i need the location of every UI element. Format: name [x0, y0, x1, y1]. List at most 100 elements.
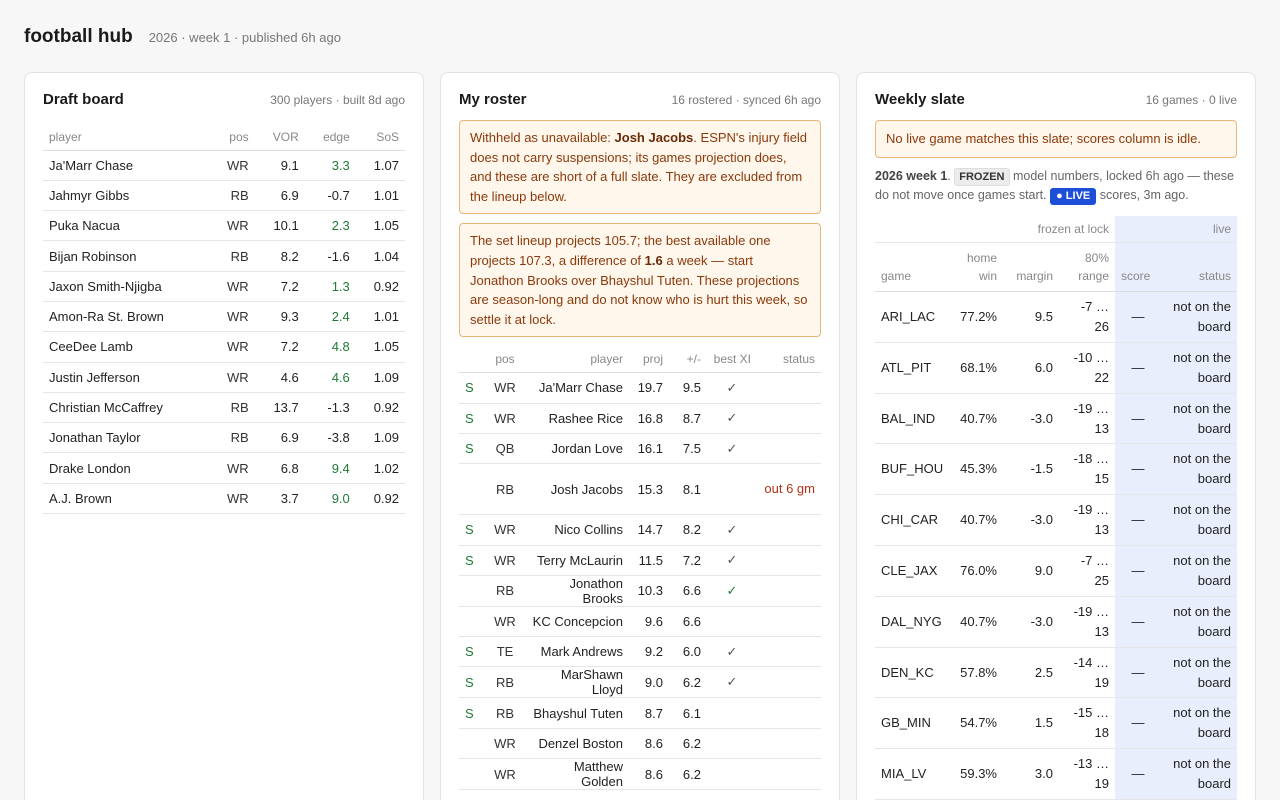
col-player[interactable]: player — [43, 120, 211, 151]
roster-row[interactable]: S RB MarShawn Lloyd 9.0 6.2 ✓ — [459, 666, 821, 699]
roster-row[interactable]: WR KC Concepcion 9.6 6.6 — [459, 606, 821, 638]
player-name[interactable]: Josh Jacobs — [525, 463, 629, 516]
lineup-alert: The set lineup projects 105.7; the best … — [459, 223, 821, 338]
player-name[interactable]: Christian McCaffrey — [43, 392, 211, 424]
col-sos[interactable]: SoS — [355, 120, 405, 151]
roster-row[interactable]: S WR Nico Collins 14.7 8.2 ✓ — [459, 514, 821, 546]
roster-row[interactable]: S TE Mark Andrews 9.2 6.0 ✓ — [459, 636, 821, 668]
roster-row[interactable]: S WR Terry McLaurin 11.5 7.2 ✓ — [459, 545, 821, 576]
draft-row[interactable]: Puka Nacua WR 10.1 2.3 1.05 — [43, 210, 405, 242]
player-name[interactable]: Jordan Love — [525, 433, 629, 465]
slate-row[interactable]: BUF_HOU 45.3% -1.5 -18 … 15— not on the boar… — [875, 443, 1237, 496]
player-name[interactable]: Terry McLaurin — [525, 545, 629, 576]
draft-row[interactable]: Justin Jefferson WR 4.6 4.6 1.09 — [43, 362, 405, 393]
draft-row[interactable]: Jaxon Smith-Njigba WR 7.2 1.3 0.92 — [43, 271, 405, 302]
game-code[interactable]: DAL_NYG — [875, 596, 951, 648]
draft-row[interactable]: Jahmyr Gibbs RB 6.9 -0.7 1.01 — [43, 180, 405, 212]
game-code[interactable]: DEN_KC — [875, 647, 951, 699]
player-name[interactable]: Matthew Golden — [525, 758, 629, 791]
draft-row[interactable]: A.J. Brown WR 3.7 9.0 0.92 — [43, 483, 405, 515]
col-player[interactable]: player — [525, 346, 629, 374]
live-score: — — [1115, 748, 1161, 800]
col-home-win[interactable]: home win — [951, 242, 1003, 293]
player-name[interactable]: A.J. Brown — [43, 483, 211, 515]
slate-row[interactable]: ARI_LAC 77.2% 9.5 -7 … 26— not on the board — [875, 291, 1237, 343]
game-code[interactable]: ARI_LAC — [875, 291, 951, 343]
player-name[interactable]: Amon-Ra St. Brown — [43, 301, 211, 333]
game-code[interactable]: BAL_IND — [875, 393, 951, 445]
draft-row[interactable]: CeeDee Lamb WR 7.2 4.8 1.05 — [43, 331, 405, 363]
game-code[interactable]: BUF_HOU — [875, 443, 951, 496]
col-vor[interactable]: VOR — [254, 120, 305, 151]
slate-row[interactable]: ATL_PIT 68.1% 6.0 -10 … 22— not on the board — [875, 342, 1237, 394]
slate-row[interactable]: BAL_IND 40.7% -3.0 -19 … 13— not on the boar… — [875, 393, 1237, 445]
roster-row[interactable]: S WR Ja'Marr Chase 19.7 9.5 ✓ — [459, 372, 821, 404]
draft-row[interactable]: Drake London WR 6.8 9.4 1.02 — [43, 452, 405, 484]
player-name[interactable]: Jonathan Taylor — [43, 422, 211, 454]
game-code[interactable]: GB_MIN — [875, 697, 951, 750]
player-pos: WR — [210, 210, 255, 242]
col-plus-minus[interactable]: +/- — [669, 346, 707, 374]
slate-row[interactable]: DAL_NYG 40.7% -3.0 -19 … 13— not on the boar… — [875, 596, 1237, 648]
draft-row[interactable]: Amon-Ra St. Brown WR 9.3 2.4 1.01 — [43, 301, 405, 333]
slate-meta: 16 games · 0 live — [1145, 93, 1237, 107]
player-status — [757, 372, 821, 404]
col-live-status[interactable]: status — [1161, 242, 1237, 293]
col-edge[interactable]: edge — [304, 120, 356, 151]
slate-row[interactable]: GB_MIN 54.7% 1.5 -15 … 18— not on the board — [875, 697, 1237, 750]
draft-row[interactable]: Christian McCaffrey RB 13.7 -1.3 0.92 — [43, 392, 405, 424]
col-score[interactable]: score — [1115, 242, 1161, 293]
draft-row[interactable]: Ja'Marr Chase WR 9.1 3.3 1.07 — [43, 150, 405, 181]
draft-row[interactable]: Bijan Robinson RB 8.2 -1.6 1.04 — [43, 240, 405, 272]
player-name[interactable]: Puka Nacua — [43, 210, 211, 242]
game-code[interactable]: CHI_CAR — [875, 494, 951, 547]
player-name[interactable]: Mark Andrews — [525, 636, 629, 668]
game-code[interactable]: ATL_PIT — [875, 342, 951, 394]
slate-row[interactable]: DEN_KC 57.8% 2.5 -14 … 19— not on the board — [875, 647, 1237, 699]
roster-row[interactable]: RB Jonathon Brooks 10.3 6.6 ✓ — [459, 575, 821, 607]
roster-row[interactable]: S RB Bhayshul Tuten 8.7 6.1 — [459, 697, 821, 729]
best-xi-check-icon: ✓ — [707, 666, 757, 699]
player-name[interactable]: Ja'Marr Chase — [43, 150, 211, 181]
col-margin[interactable]: margin — [1003, 242, 1059, 293]
player-name[interactable]: Ja'Marr Chase — [525, 372, 629, 404]
player-name[interactable]: Jaxon Smith-Njigba — [43, 271, 211, 302]
slate-row[interactable]: MIA_LV 59.3% 3.0 -13 … 19— not on the board — [875, 748, 1237, 800]
roster-row[interactable]: S QB Jordan Love 16.1 7.5 ✓ — [459, 433, 821, 465]
live-badge: ● LIVE — [1050, 188, 1097, 206]
slate-row[interactable]: CLE_JAX 76.0% 9.0 -7 … 25— not on the board — [875, 545, 1237, 597]
player-name[interactable]: Jahmyr Gibbs — [43, 180, 211, 212]
player-name[interactable]: Jonathon Brooks — [525, 575, 629, 607]
roster-row[interactable]: RB Josh Jacobs 15.3 8.1 out 6 gm — [459, 463, 821, 516]
game-code[interactable]: MIA_LV — [875, 748, 951, 800]
player-name[interactable]: KC Concepcion — [525, 606, 629, 638]
player-sos: 1.04 — [355, 240, 405, 272]
col-game[interactable]: game — [875, 242, 951, 293]
game-code[interactable]: CLE_JAX — [875, 545, 951, 597]
starter-flag — [459, 463, 485, 516]
player-name[interactable]: Justin Jefferson — [43, 362, 211, 393]
player-name[interactable]: Bhayshul Tuten — [525, 697, 629, 729]
col-proj[interactable]: proj — [629, 346, 669, 374]
player-name[interactable]: Denzel Boston — [525, 728, 629, 760]
player-name[interactable]: MarShawn Lloyd — [525, 666, 629, 699]
col-pos[interactable]: pos — [485, 346, 525, 374]
roster-row[interactable]: WR Denzel Boston 8.6 6.2 — [459, 728, 821, 760]
player-name[interactable]: Drake London — [43, 452, 211, 484]
player-status — [757, 606, 821, 638]
col-status[interactable]: status — [757, 346, 821, 374]
col-range[interactable]: 80% range — [1059, 242, 1115, 293]
col-pos[interactable]: pos — [210, 120, 255, 151]
player-name[interactable]: CeeDee Lamb — [43, 331, 211, 363]
roster-row[interactable]: S WR Rashee Rice 16.8 8.7 ✓ — [459, 403, 821, 434]
player-name[interactable]: Nico Collins — [525, 514, 629, 546]
player-name[interactable]: Rashee Rice — [525, 403, 629, 434]
live-score: — — [1115, 596, 1161, 648]
roster-row[interactable]: WR Matthew Golden 8.6 6.2 — [459, 758, 821, 791]
player-name[interactable]: Bijan Robinson — [43, 240, 211, 272]
draft-row[interactable]: Jonathan Taylor RB 6.9 -3.8 1.09 — [43, 422, 405, 454]
col-best-xi[interactable]: best XI — [707, 346, 757, 374]
player-vor: 3.7 — [254, 483, 305, 515]
slate-row[interactable]: CHI_CAR 40.7% -3.0 -19 … 13— not on the boar… — [875, 494, 1237, 547]
player-vor: 9.1 — [254, 150, 305, 181]
